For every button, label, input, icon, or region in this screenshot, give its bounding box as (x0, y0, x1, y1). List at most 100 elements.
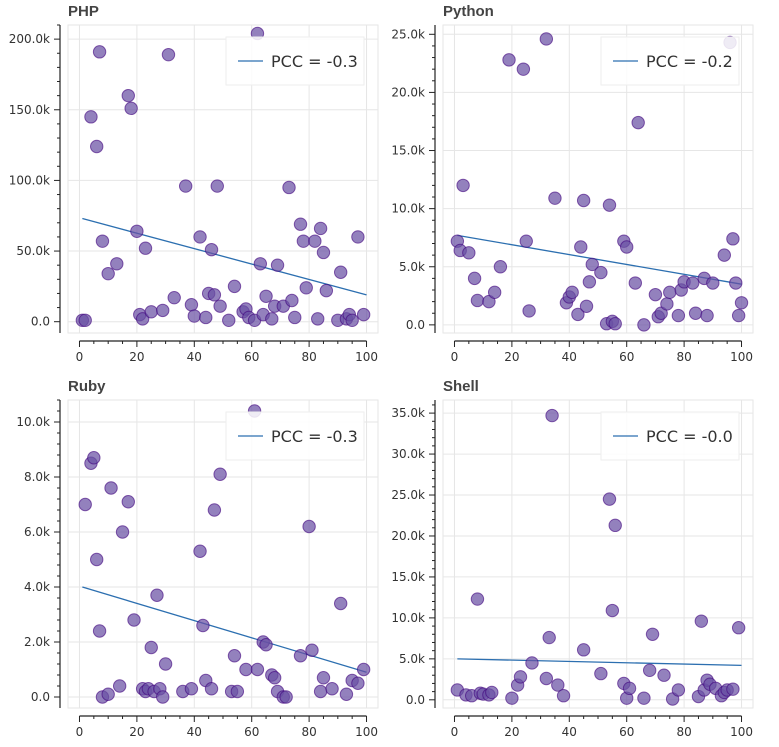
y-tick-label: 10.0k (391, 202, 425, 216)
data-point (602, 492, 617, 506)
x-tick-label: 20 (129, 350, 144, 364)
x-tick-label: 0 (76, 725, 84, 739)
data-point (594, 666, 608, 681)
data-point (187, 309, 201, 323)
data-point (513, 670, 528, 684)
data-point (605, 603, 620, 618)
x-tick-label: 0 (76, 350, 84, 364)
data-point (620, 240, 634, 254)
data-point (253, 257, 268, 271)
data-point (551, 678, 565, 692)
data-point (213, 299, 227, 313)
data-point (356, 307, 371, 322)
y-tick-label: 6.0k (24, 525, 50, 539)
x-tick-label: 40 (187, 350, 202, 364)
data-point (467, 271, 482, 286)
data-point (356, 662, 371, 677)
x-tick-label: 80 (301, 725, 316, 739)
y-tick-label: 2.0k (24, 635, 50, 649)
data-point (313, 221, 328, 236)
x-tick-label: 60 (619, 725, 634, 739)
data-point (299, 281, 313, 295)
data-point (302, 519, 316, 534)
y-tick-label: 0.0 (406, 693, 425, 707)
data-point (470, 592, 485, 606)
data-point (101, 687, 115, 701)
data-point (582, 275, 597, 289)
data-point (296, 234, 311, 248)
data-point (90, 552, 104, 567)
trend-line (457, 234, 742, 285)
data-point (333, 265, 348, 279)
data-point (270, 258, 285, 272)
data-point (193, 544, 207, 558)
data-point (285, 293, 299, 308)
data-point (92, 45, 107, 59)
data-point (717, 248, 731, 262)
data-point (184, 682, 199, 696)
data-point (207, 288, 222, 302)
data-point (222, 313, 236, 327)
data-point (729, 276, 743, 290)
data-point (90, 139, 104, 154)
panel-title: Ruby (68, 378, 106, 395)
data-point (110, 257, 124, 271)
panel-title: PHP (68, 3, 99, 20)
data-point (726, 232, 740, 246)
data-point (657, 668, 671, 682)
data-point (571, 307, 585, 322)
legend-label: PCC = -0.3 (271, 427, 358, 446)
data-layer (75, 26, 371, 327)
data-point (101, 266, 115, 281)
data-point (470, 293, 485, 308)
legend: PCC = -0.0 (600, 411, 740, 461)
legend-label: PCC = -0.0 (646, 427, 733, 446)
data-point (726, 682, 740, 696)
x-tick-label: 60 (244, 725, 259, 739)
y-tick-label: 10.0k (391, 611, 425, 625)
data-point (316, 671, 331, 685)
grid-lines (67, 24, 379, 334)
x-tick-label: 40 (562, 725, 577, 739)
plot-frame (442, 24, 754, 334)
plot-frame (442, 399, 754, 709)
data-point (267, 671, 282, 685)
y-tick-label: 30.0k (391, 447, 425, 461)
data-point (539, 32, 554, 46)
data-point (522, 304, 536, 318)
data-point (95, 234, 110, 248)
x-tick-label: 80 (301, 350, 316, 364)
y-tick-label: 20.0k (391, 85, 425, 99)
data-point (462, 246, 476, 260)
x-tick-label: 100 (355, 725, 378, 739)
data-point (293, 649, 308, 663)
x-tick-label: 80 (676, 350, 691, 364)
data-point (316, 245, 331, 260)
data-point (207, 503, 222, 517)
x-tick-label: 0 (451, 350, 459, 364)
data-point (700, 308, 714, 323)
y-tick-label: 200.0k (9, 32, 50, 46)
data-point (196, 618, 210, 633)
y-tick-label: 100.0k (9, 173, 50, 187)
data-point (502, 53, 516, 67)
data-point (648, 287, 663, 302)
data-point (576, 193, 591, 208)
trend-line (82, 586, 367, 673)
y-tick-label: 0.0 (31, 690, 50, 704)
data-point (127, 613, 141, 627)
data-point (505, 691, 519, 705)
y-tick-label: 5.0k (399, 652, 425, 666)
legend: PCC = -0.3 (225, 36, 365, 86)
data-point (130, 224, 144, 238)
data-point (556, 689, 571, 703)
data-point (227, 649, 242, 663)
y-tick-label: 35.0k (391, 406, 425, 420)
data-point (227, 279, 242, 294)
y-tick-label: 8.0k (24, 470, 50, 484)
panel-php: PHP 0 20 40 60 80 100 0.0 50.0k 100.0k 150.0k 200.0… (9, 3, 379, 364)
legend-label: PCC = -0.2 (646, 52, 733, 71)
data-point (542, 630, 556, 645)
data-point (78, 497, 92, 512)
